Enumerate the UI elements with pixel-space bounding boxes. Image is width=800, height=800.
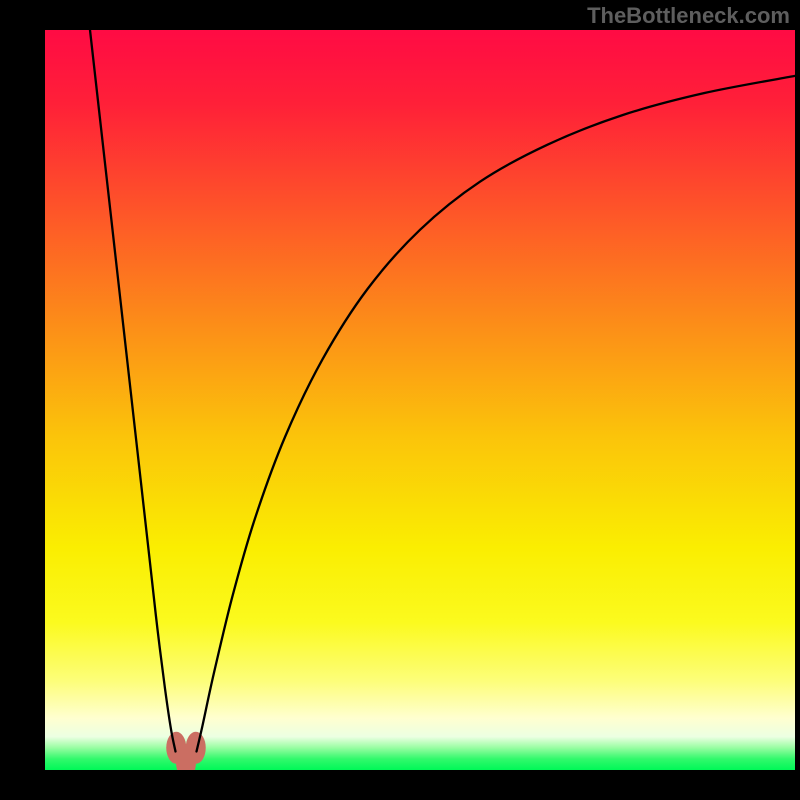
- curve-right-branch: [197, 76, 796, 752]
- plot-area: [45, 30, 795, 770]
- bottleneck-curve-svg: [45, 30, 795, 770]
- marker-blob: [186, 732, 206, 764]
- curve-left-branch: [90, 30, 176, 752]
- watermark-text: TheBottleneck.com: [587, 3, 790, 29]
- chart-container: TheBottleneck.com: [0, 0, 800, 800]
